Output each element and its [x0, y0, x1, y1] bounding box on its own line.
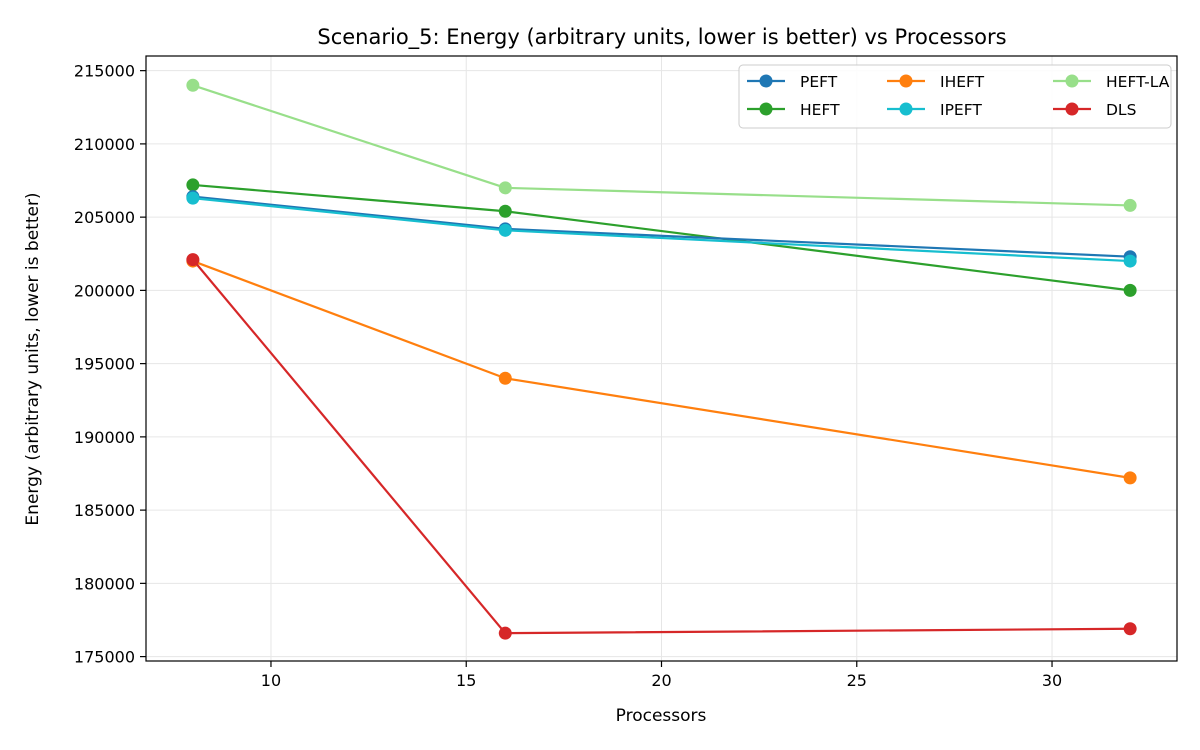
data-point-ipeft: [1123, 254, 1137, 268]
x-tick-label: 10: [261, 671, 281, 690]
legend-swatch-marker: [759, 74, 773, 88]
y-tick-label: 185000: [74, 501, 135, 520]
legend-swatch-marker: [759, 102, 773, 116]
legend-label: DLS: [1106, 101, 1136, 119]
legend-label: PEFT: [800, 73, 838, 91]
legend-label: IHEFT: [940, 73, 985, 91]
y-tick-label: 190000: [74, 428, 135, 447]
y-tick-label: 175000: [74, 648, 135, 667]
x-tick-label: 20: [651, 671, 671, 690]
data-point-iheft: [1123, 471, 1137, 485]
data-point-heft-la: [186, 78, 200, 92]
legend-item-peft: PEFT: [747, 73, 838, 91]
data-point-dls: [498, 626, 512, 640]
x-tick-label: 15: [456, 671, 476, 690]
legend-item-dls: DLS: [1053, 101, 1136, 119]
data-point-dls: [1123, 622, 1137, 636]
series-heft-la: [186, 78, 1137, 212]
y-axis-ticks: 175000 180000 185000 190000 195000 200000 2050…: [74, 62, 146, 667]
legend-label: IPEFT: [940, 101, 982, 119]
x-axis-ticks: 10 15 20 25 30: [261, 661, 1062, 690]
legend-swatch-marker: [899, 102, 913, 116]
series-ipeft: [186, 191, 1137, 268]
y-tick-label: 200000: [74, 281, 135, 300]
grid-lines: [146, 56, 1177, 661]
legend-swatch-marker: [899, 74, 913, 88]
x-axis-label: Processors: [616, 706, 707, 726]
data-point-heft-la: [1123, 198, 1137, 212]
legend-item-ipeft: IPEFT: [887, 101, 982, 119]
data-point-ipeft: [186, 191, 200, 205]
legend-swatch-marker: [1065, 74, 1079, 88]
legend-item-heft-la: HEFT-LA: [1053, 73, 1170, 91]
data-point-heft: [498, 204, 512, 218]
x-tick-label: 30: [1042, 671, 1062, 690]
y-tick-label: 205000: [74, 208, 135, 227]
y-axis-label: Energy (arbitrary units, lower is better…: [23, 192, 43, 525]
data-point-ipeft: [498, 223, 512, 237]
legend-label: HEFT: [800, 101, 840, 119]
legend-swatch-marker: [1065, 102, 1079, 116]
data-point-heft-la: [498, 181, 512, 195]
legend: PEFT HEFT IHEFT IPEFT HEFT-LA DLS: [738, 64, 1172, 129]
data-point-heft: [186, 178, 200, 192]
series-dls: [186, 253, 1137, 640]
data-point-heft: [1123, 283, 1137, 297]
x-tick-label: 25: [847, 671, 867, 690]
chart-title: Scenario_5: Energy (arbitrary units, low…: [317, 25, 1006, 50]
series-lines: [186, 78, 1137, 640]
legend-item-heft: HEFT: [747, 101, 840, 119]
series-heft: [186, 178, 1137, 297]
data-point-dls: [186, 253, 200, 267]
y-tick-label: 215000: [74, 62, 135, 81]
y-tick-label: 210000: [74, 135, 135, 154]
legend-item-iheft: IHEFT: [887, 73, 985, 91]
data-point-iheft: [498, 371, 512, 385]
legend-label: HEFT-LA: [1106, 73, 1170, 91]
y-tick-label: 195000: [74, 355, 135, 374]
y-tick-label: 180000: [74, 574, 135, 593]
